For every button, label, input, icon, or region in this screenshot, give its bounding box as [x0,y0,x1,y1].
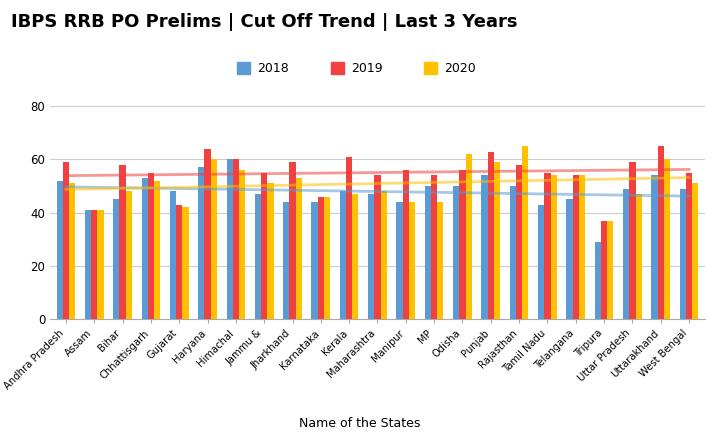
Bar [516,165,522,319]
Bar [267,183,273,319]
Bar [466,154,472,319]
Bar [183,207,188,319]
Bar [658,146,664,319]
Bar [601,221,607,319]
Bar [396,202,403,319]
Bar [607,221,613,319]
Bar [375,175,380,319]
Bar [664,159,670,319]
Bar [204,149,211,319]
Bar [368,194,375,319]
Bar [522,146,528,319]
Bar [226,159,233,319]
Bar [340,191,346,319]
Text: IBPS RRB PO Prelims | Cut Off Trend | Last 3 Years: IBPS RRB PO Prelims | Cut Off Trend | La… [11,13,517,31]
Bar [211,159,217,319]
Bar [487,152,494,319]
Bar [233,159,239,319]
Bar [651,175,658,319]
Text: 2018: 2018 [257,62,289,75]
Bar [686,173,692,319]
Bar [296,178,302,319]
Bar [176,205,183,319]
Bar [148,173,154,319]
Bar [283,202,289,319]
Bar [403,170,409,319]
Bar [97,210,104,319]
Bar [572,175,579,319]
Bar [409,202,415,319]
Bar [170,191,176,319]
Bar [567,199,572,319]
Bar [453,186,459,319]
Bar [679,189,686,319]
Bar [63,162,69,319]
Bar [198,167,204,319]
Bar [510,186,516,319]
Bar [289,162,296,319]
Bar [623,189,629,319]
Bar [437,202,444,319]
Bar [538,205,544,319]
Bar [261,173,267,319]
Bar [85,210,91,319]
Bar [239,170,245,319]
Bar [629,162,636,319]
Bar [69,183,75,319]
Bar [255,194,261,319]
Bar [318,197,324,319]
Bar [459,170,466,319]
Bar [352,194,359,319]
Bar [636,194,642,319]
Bar [142,178,148,319]
Bar [324,197,330,319]
Bar [380,191,387,319]
Bar [494,162,500,319]
Bar [431,175,437,319]
Bar [126,191,132,319]
Text: Name of the States: Name of the States [299,417,420,430]
Bar [346,157,352,319]
Bar [113,199,119,319]
Bar [544,173,551,319]
Text: 2020: 2020 [444,62,476,75]
Bar [119,165,126,319]
Bar [57,181,63,319]
Bar [425,186,431,319]
Bar [482,175,487,319]
Bar [91,210,97,319]
Bar [551,175,557,319]
Bar [154,181,160,319]
Bar [595,242,601,319]
Bar [692,183,698,319]
Text: 2019: 2019 [351,62,383,75]
Bar [311,202,318,319]
Bar [579,175,585,319]
